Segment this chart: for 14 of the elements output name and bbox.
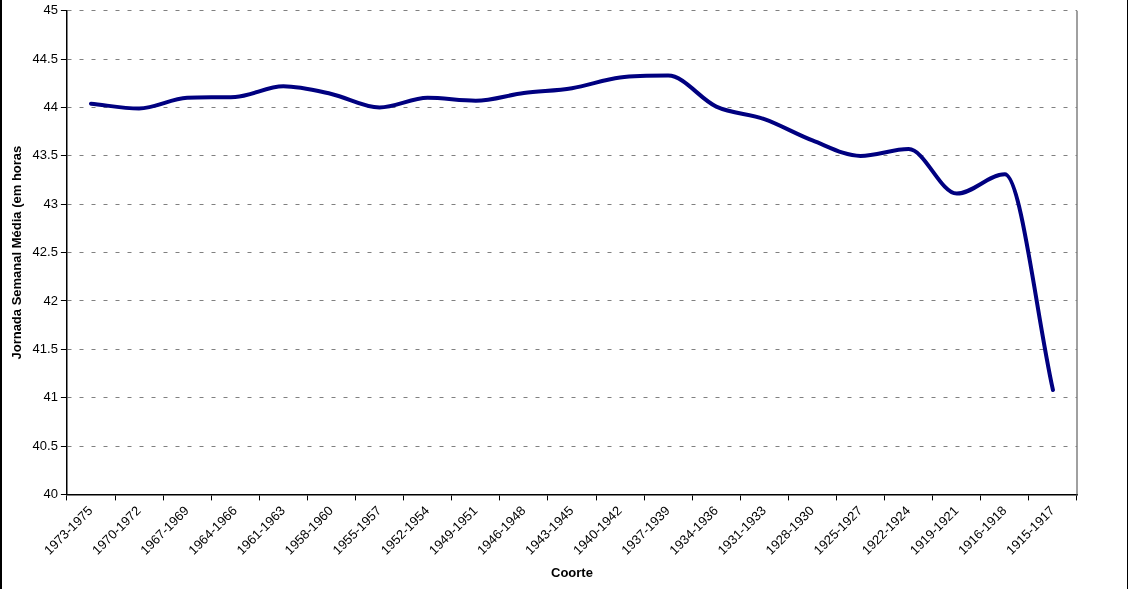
y-tick-label: 40 <box>43 485 58 501</box>
y-tick-label: 40.5 <box>32 437 58 453</box>
y-tick-label: 44 <box>43 99 58 115</box>
y-tick-label: 44.5 <box>32 50 58 66</box>
y-tick-label: 43 <box>43 195 58 211</box>
y-tick-label: 41.5 <box>32 340 58 356</box>
y-tick-label: 42.5 <box>32 244 58 260</box>
y-tick-label: 41 <box>43 389 58 405</box>
y-tick-label: 43.5 <box>32 147 58 163</box>
y-axis-title: Jornada Semanal Média (em horas <box>9 145 25 360</box>
y-tick-label: 42 <box>43 292 58 308</box>
x-axis-title: Coorte <box>551 564 593 580</box>
y-tick-label: 45 <box>43 2 58 18</box>
line-series <box>88 73 1055 392</box>
